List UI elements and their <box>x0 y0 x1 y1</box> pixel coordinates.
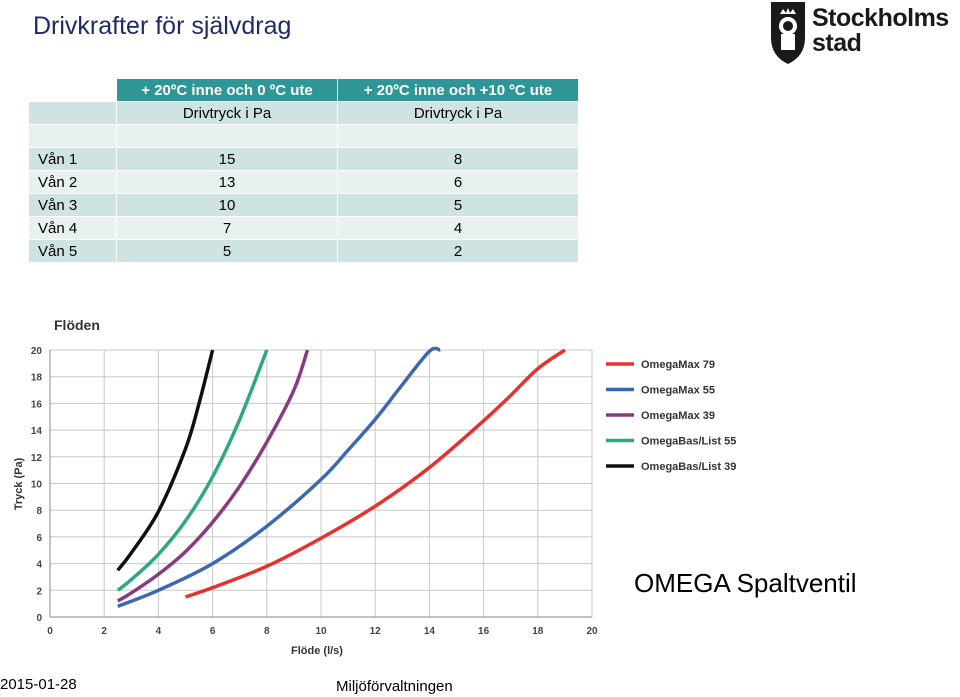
row-value-col1: 13 <box>116 170 338 194</box>
x-tick-label: 4 <box>156 626 162 637</box>
y-tick-label: 12 <box>31 453 43 464</box>
table-row: Vån 5 5 2 <box>28 239 579 263</box>
legend-label: OmegaMax 39 <box>641 410 715 422</box>
y-tick-label: 0 <box>36 613 42 624</box>
legend-label: OmegaBas/List 39 <box>641 461 736 473</box>
x-tick-label: 18 <box>532 626 544 637</box>
chart-ticks: 0 2 4 6 8 10 12 14 16 18 20 0 2 4 6 8 10 12 14 16 18 20 <box>31 346 598 637</box>
row-label: Vån 2 <box>28 170 117 194</box>
y-axis-label: Tryck (Pa) <box>13 457 25 510</box>
page-title: Drivkrafter för självdrag <box>33 12 292 40</box>
y-tick-label: 4 <box>36 560 42 571</box>
x-tick-label: 12 <box>370 626 382 637</box>
crest-icon <box>771 2 805 64</box>
table-blank-row <box>28 124 579 148</box>
table-row: Vån 1 15 8 <box>28 147 579 171</box>
footer-org: Miljöförvaltningen <box>336 678 453 695</box>
logo-text-line1: Stockholms <box>812 4 949 32</box>
table-subheader-row: Drivtryck i Pa Drivtryck i Pa <box>28 101 579 125</box>
row-value-col2: 8 <box>337 147 579 171</box>
series-line-1 <box>184 348 566 599</box>
y-tick-label: 20 <box>31 346 43 357</box>
drivtryck-table: + 20ºC inne och 0 ºC ute + 20ºC inne och… <box>28 78 579 263</box>
header-empty-cell <box>28 78 117 102</box>
chart-grid <box>49 349 593 618</box>
x-tick-label: 16 <box>478 626 490 637</box>
legend-label: OmegaBas/List 55 <box>641 436 736 448</box>
footer-date: 2015-01-28 <box>0 676 77 693</box>
chart-legend: OmegaMax 79 OmegaMax 55 OmegaMax 39 OmegaBa… <box>606 359 736 473</box>
col2-header: + 20ºC inne och +10 ºC ute <box>337 78 579 102</box>
x-tick-label: 10 <box>315 626 327 637</box>
table-row: Vån 4 7 4 <box>28 216 579 240</box>
omega-label: OMEGA Spaltventil <box>634 568 857 598</box>
chart-title: Flöden <box>54 317 100 333</box>
y-tick-label: 18 <box>31 373 43 384</box>
row-label: Vån 1 <box>28 147 117 171</box>
series-line-5 <box>116 349 215 572</box>
row-value-col2: 2 <box>337 239 579 263</box>
row-value-col1: 5 <box>116 239 338 263</box>
row-label: Vån 4 <box>28 216 117 240</box>
row-value-col2: 4 <box>337 216 579 240</box>
x-tick-label: 6 <box>210 626 216 637</box>
x-tick-label: 8 <box>264 626 270 637</box>
series-line-3 <box>116 349 310 603</box>
series-line-2 <box>117 346 441 608</box>
col1-subheader: Drivtryck i Pa <box>116 101 338 125</box>
x-tick-label: 2 <box>101 626 107 637</box>
stockholms-stad-logo: Stockholms stad <box>768 0 960 66</box>
y-tick-label: 2 <box>36 586 42 597</box>
series-line-4 <box>116 349 269 592</box>
x-tick-label: 0 <box>47 626 53 637</box>
col2-subheader: Drivtryck i Pa <box>337 101 579 125</box>
row-value-col1: 7 <box>116 216 338 240</box>
logo-text-line2: stad <box>812 29 862 57</box>
y-tick-label: 10 <box>31 480 43 491</box>
chart-series <box>116 346 566 608</box>
y-tick-label: 6 <box>36 533 42 544</box>
row-value-col2: 5 <box>337 193 579 217</box>
legend-label: OmegaMax 55 <box>641 385 715 397</box>
row-label: Vån 5 <box>28 239 117 263</box>
x-tick-label: 14 <box>424 626 436 637</box>
y-tick-label: 8 <box>36 506 42 517</box>
row-value-col2: 6 <box>337 170 579 194</box>
y-tick-label: 16 <box>31 399 43 410</box>
row-label: Vån 3 <box>28 193 117 217</box>
x-tick-label: 20 <box>586 626 598 637</box>
col1-header: + 20ºC inne och 0 ºC ute <box>116 78 338 102</box>
legend-label: OmegaMax 79 <box>641 359 715 371</box>
flow-chart: Flöden Flöde (l/s) Tryck (Pa) 0 2 4 6 8 10 12 1… <box>13 317 736 657</box>
x-axis-label: Flöde (l/s) <box>291 645 343 657</box>
y-tick-label: 14 <box>31 426 43 437</box>
row-value-col1: 10 <box>116 193 338 217</box>
row-value-col1: 15 <box>116 147 338 171</box>
table-header-row: + 20ºC inne och 0 ºC ute + 20ºC inne och… <box>28 78 579 102</box>
table-row: Vån 2 13 6 <box>28 170 579 194</box>
table-row: Vån 3 10 5 <box>28 193 579 217</box>
